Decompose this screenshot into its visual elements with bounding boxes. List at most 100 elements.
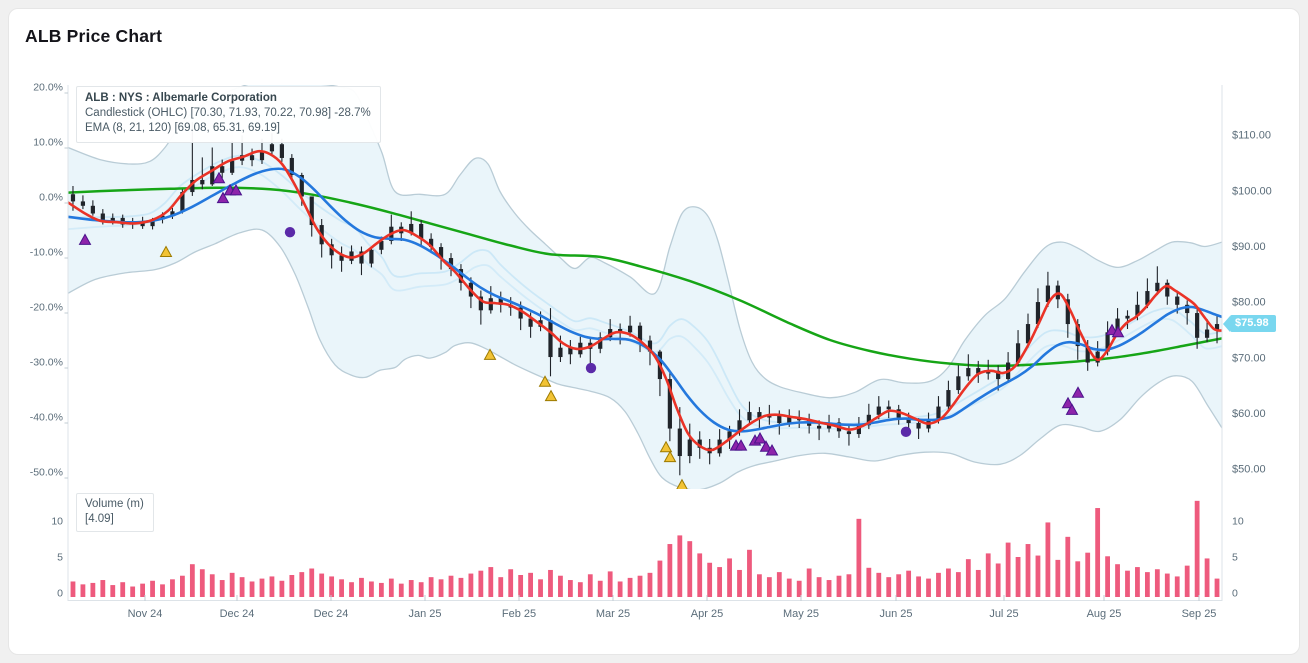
purple-dot-marker[interactable] <box>284 227 296 238</box>
volume-bar[interactable] <box>170 579 175 597</box>
volume-bar[interactable] <box>577 582 583 597</box>
volume-bar[interactable] <box>130 586 136 597</box>
volume-bar[interactable] <box>627 577 633 597</box>
volume-bar[interactable] <box>926 578 931 597</box>
yellow-triangle-marker[interactable] <box>538 375 552 387</box>
purple-triangle-marker[interactable] <box>1111 325 1125 338</box>
volume-bar[interactable] <box>796 580 802 597</box>
purple-triangle-marker[interactable] <box>1071 386 1085 398</box>
volume-bar[interactable] <box>906 570 912 597</box>
yellow-triangle-marker[interactable] <box>544 389 558 402</box>
volume-bar[interactable] <box>587 574 593 597</box>
volume-bar[interactable] <box>806 568 812 597</box>
volume-bar[interactable] <box>199 569 205 597</box>
volume-bar[interactable] <box>637 575 643 597</box>
volume-bar[interactable] <box>896 574 902 597</box>
volume-bar[interactable] <box>816 577 822 597</box>
volume-bar[interactable] <box>747 549 752 597</box>
volume-bar[interactable] <box>558 575 563 597</box>
volume-bar[interactable] <box>468 573 474 597</box>
volume-bar[interactable] <box>369 581 374 597</box>
volume-bar[interactable] <box>1135 567 1140 597</box>
yellow-triangle-marker[interactable] <box>676 478 688 490</box>
volume-bar[interactable] <box>418 582 424 597</box>
volume-bar[interactable] <box>985 553 991 597</box>
volume-bar[interactable] <box>776 572 782 597</box>
volume-bar[interactable] <box>995 563 1001 597</box>
volume-bar[interactable] <box>339 579 344 597</box>
purple-triangle-marker[interactable] <box>78 233 92 245</box>
volume-bar[interactable] <box>955 572 961 597</box>
volume-bar[interactable] <box>140 583 146 597</box>
volume-bar[interactable] <box>647 572 653 597</box>
volume-bar[interactable] <box>826 580 832 597</box>
volume-bar[interactable] <box>408 580 414 597</box>
volume-bar[interactable] <box>1075 561 1081 597</box>
volume-bar[interactable] <box>846 574 852 597</box>
volume-bar[interactable] <box>1154 569 1160 597</box>
volume-bar[interactable] <box>856 518 862 597</box>
yellow-triangle-marker[interactable] <box>159 245 173 257</box>
purple-triangle-marker[interactable] <box>765 444 779 456</box>
purple-triangle-marker[interactable] <box>1061 396 1075 409</box>
volume-bar[interactable] <box>319 573 325 597</box>
volume-bar[interactable] <box>1194 500 1200 597</box>
volume-bar[interactable] <box>786 578 792 597</box>
volume-bar[interactable] <box>180 575 185 597</box>
volume-bar[interactable] <box>1115 564 1120 597</box>
purple-dot-marker[interactable] <box>900 426 912 438</box>
yellow-triangle-marker[interactable] <box>659 440 673 453</box>
volume-bar[interactable] <box>548 569 553 597</box>
volume-bar[interactable] <box>498 577 504 597</box>
volume-bar[interactable] <box>607 571 613 597</box>
volume-bar[interactable] <box>160 584 165 597</box>
volume-bar[interactable] <box>1095 508 1101 597</box>
price-pane[interactable] <box>68 81 1222 490</box>
volume-bar[interactable] <box>120 582 126 597</box>
volume-bar[interactable] <box>737 569 742 597</box>
volume-bar[interactable] <box>150 580 155 597</box>
volume-bar[interactable] <box>836 575 842 597</box>
volume-bar[interactable] <box>1015 557 1021 597</box>
purple-triangle-marker[interactable] <box>212 171 226 184</box>
volume-bar[interactable] <box>567 580 573 597</box>
volume-bar[interactable] <box>1164 573 1170 597</box>
volume-bar[interactable] <box>916 576 921 597</box>
volume-bar[interactable] <box>309 568 315 597</box>
volume-bar[interactable] <box>269 576 275 597</box>
volume-bar[interactable] <box>886 577 892 597</box>
volume-bar[interactable] <box>90 582 96 597</box>
volume-bar[interactable] <box>766 577 772 597</box>
volume-bar[interactable] <box>478 570 484 597</box>
volume-bar[interactable] <box>597 580 603 597</box>
volume-bar[interactable] <box>299 572 305 597</box>
purple-triangle-marker[interactable] <box>229 183 243 196</box>
volume-bar[interactable] <box>219 580 225 597</box>
purple-dot-marker[interactable] <box>585 362 597 374</box>
volume-bar[interactable] <box>80 584 86 597</box>
volume-bar[interactable] <box>1035 555 1041 597</box>
volume-bar[interactable] <box>1214 578 1220 597</box>
volume-bar[interactable] <box>757 574 762 597</box>
volume-bar[interactable] <box>1065 536 1071 597</box>
volume-bar[interactable] <box>667 544 673 597</box>
volume-bar[interactable] <box>538 579 543 597</box>
volume-bar[interactable] <box>329 576 335 597</box>
volume-bar[interactable] <box>946 568 951 597</box>
volume-bar[interactable] <box>110 585 116 597</box>
yellow-triangle-marker[interactable] <box>663 450 677 463</box>
volume-bar[interactable] <box>1105 556 1110 597</box>
volume-bar[interactable] <box>249 581 255 597</box>
volume-bar[interactable] <box>378 582 384 597</box>
volume-bar[interactable] <box>1025 544 1031 597</box>
volume-bar[interactable] <box>239 577 245 597</box>
volume-bar[interactable] <box>388 578 394 597</box>
volume-bar[interactable] <box>1204 558 1210 597</box>
purple-triangle-marker[interactable] <box>753 431 767 444</box>
volume-bar[interactable] <box>1085 552 1091 597</box>
volume-bar[interactable] <box>866 567 872 597</box>
volume-bar[interactable] <box>428 577 434 597</box>
purple-triangle-marker[interactable] <box>734 439 748 451</box>
volume-bar[interactable] <box>1125 570 1130 597</box>
volume-bar[interactable] <box>1144 572 1150 597</box>
